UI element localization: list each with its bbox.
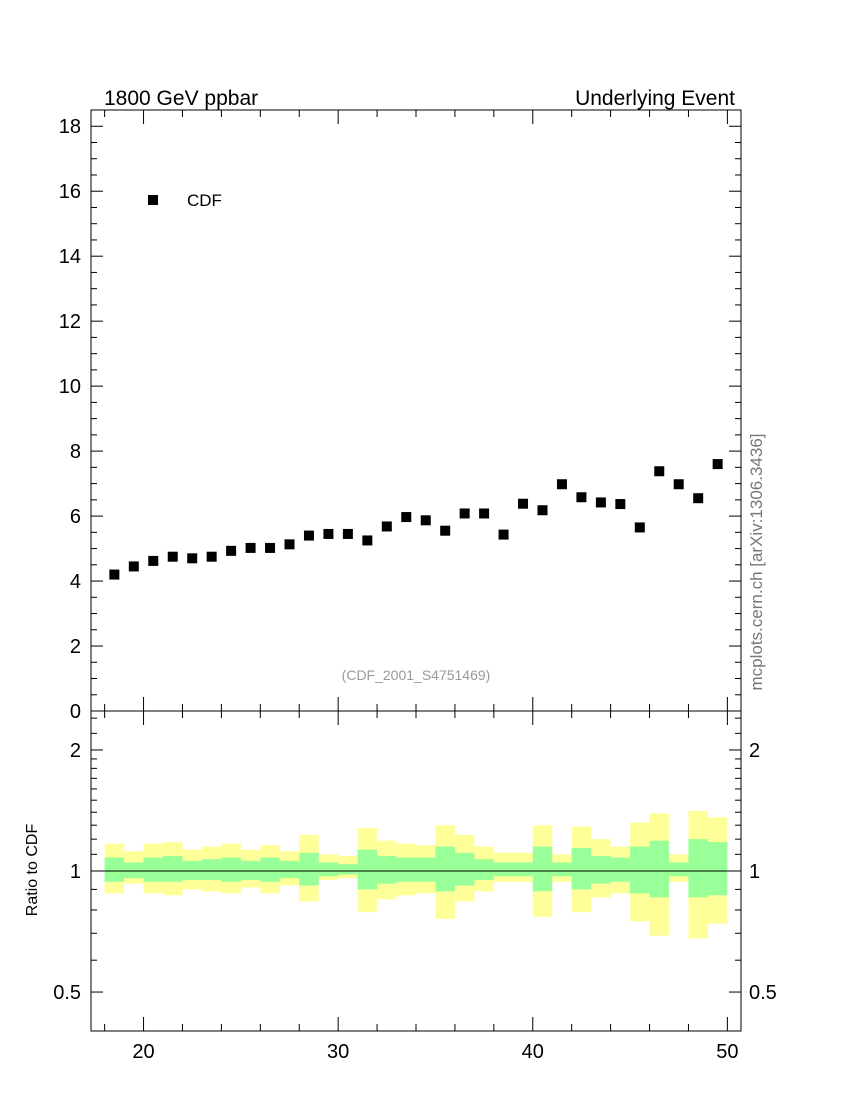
y-tick-label: 0	[70, 701, 81, 723]
ratio-band-inner-bin	[707, 842, 728, 896]
data-point	[556, 479, 567, 490]
header-left-label: 1800 GeV ppbar	[104, 87, 258, 110]
data-point	[167, 551, 178, 562]
data-point	[206, 551, 217, 562]
ratio-band-inner-bin	[513, 862, 533, 877]
data-point	[265, 542, 276, 553]
data-point	[148, 555, 159, 566]
data-point	[459, 508, 470, 519]
data-point	[673, 479, 684, 490]
y-tick-label: 4	[70, 571, 81, 593]
ratio-band-inner-bin	[454, 852, 475, 886]
ratio-band-inner-bin	[338, 864, 358, 875]
ratio-band-inner-bin	[318, 862, 339, 877]
ratio-band-inner-bin	[493, 862, 514, 877]
y-tick-label: 18	[59, 116, 81, 138]
y-tick-label: 14	[59, 246, 81, 268]
data-point	[712, 459, 723, 470]
x-tick-label: 20	[132, 1041, 154, 1063]
y-tick-label: 10	[59, 376, 81, 398]
ratio-band-inner-bin	[610, 857, 631, 882]
ratio-y-tick-label-right: 0.5	[749, 982, 777, 1004]
data-point	[479, 508, 490, 519]
ratio-band-inner-bin	[260, 857, 280, 882]
ratio-band-inner-bin	[416, 857, 436, 882]
data-point	[381, 521, 392, 532]
ratio-band-inner-bin	[668, 862, 689, 877]
ratio-band-inner-bin	[377, 855, 397, 884]
data-point	[362, 535, 373, 546]
y-tick-label: 8	[70, 441, 81, 463]
x-tick-label: 50	[716, 1041, 738, 1063]
y-tick-label: 6	[70, 506, 81, 528]
y-tick-label: 12	[59, 311, 81, 333]
data-point	[401, 512, 412, 523]
ratio-y-tick-label-left: 0.5	[53, 982, 81, 1004]
data-point	[634, 522, 645, 533]
ratio-band-inner-bin	[474, 859, 494, 880]
ratio-band-inner-bin	[163, 855, 183, 882]
x-tick-label: 30	[327, 1041, 349, 1063]
ratio-band-inner-bin	[532, 846, 553, 892]
ratio-band-inner-bin	[552, 862, 572, 877]
data-point	[693, 493, 704, 504]
ratio-y-tick-label-right: 2	[749, 740, 760, 762]
y-tick-label: 16	[59, 181, 81, 203]
ratio-band-inner-bin	[124, 862, 144, 879]
data-point	[576, 492, 587, 503]
cdf-data-points	[109, 459, 723, 580]
legend: CDF	[148, 191, 222, 210]
ratio-band-inner-bin	[182, 860, 202, 880]
ratio-band-inner-bin	[240, 860, 261, 880]
x-tick-label: 40	[522, 1041, 544, 1063]
ratio-band-inner-bin	[688, 839, 708, 898]
ratio-band-inner-bin	[201, 859, 222, 880]
data-point	[537, 505, 548, 516]
y-tick-label: 2	[70, 636, 81, 658]
ratio-band-inner-bin	[299, 852, 319, 886]
data-point	[342, 528, 353, 539]
data-point	[420, 515, 431, 526]
ratio-band-inner-bin	[221, 857, 241, 882]
ratio-band-inner-bin	[357, 849, 378, 890]
ratio-band-inner-bin	[396, 857, 416, 882]
data-point	[245, 542, 256, 553]
data-point	[284, 539, 295, 550]
ratio-band-inner-bin	[104, 857, 125, 882]
legend-marker-cdf	[148, 195, 158, 205]
data-point	[518, 498, 529, 509]
data-point	[440, 525, 451, 536]
ratio-band-inner-bin	[649, 840, 669, 898]
ratio-y-tick-label-right: 1	[749, 861, 760, 883]
data-point	[187, 553, 198, 564]
ratio-y-tick-label-left: 2	[70, 740, 81, 762]
ratio-band-inner-bin	[630, 846, 650, 894]
ratio-bands	[104, 811, 728, 939]
axis-ticks	[91, 109, 741, 1031]
ratio-y-tick-label-left: 1	[70, 861, 81, 883]
ratio-band-inner-bin	[591, 855, 611, 884]
watermark-label: (CDF_2001_S4751469)	[342, 667, 491, 683]
legend-label-cdf: CDF	[187, 191, 222, 210]
data-point	[303, 530, 314, 541]
side-credit-label: mcplots.cern.ch [arXiv:1306.3436]	[747, 433, 766, 690]
ratio-band-inner-bin	[143, 857, 164, 882]
ratio-band-inner-bin	[571, 848, 592, 890]
ratio-band-inner-bin	[435, 846, 455, 892]
data-point	[498, 529, 509, 540]
data-point	[128, 561, 139, 572]
data-point	[109, 569, 120, 580]
header-right-label: Underlying Event	[575, 87, 735, 110]
ratio-y-axis-label: Ratio to CDF	[24, 824, 41, 917]
data-point	[595, 497, 606, 508]
data-point	[615, 499, 626, 510]
ratio-band-inner-bin	[279, 860, 300, 879]
data-point	[654, 466, 665, 477]
data-point	[226, 545, 237, 556]
data-point	[323, 528, 334, 539]
